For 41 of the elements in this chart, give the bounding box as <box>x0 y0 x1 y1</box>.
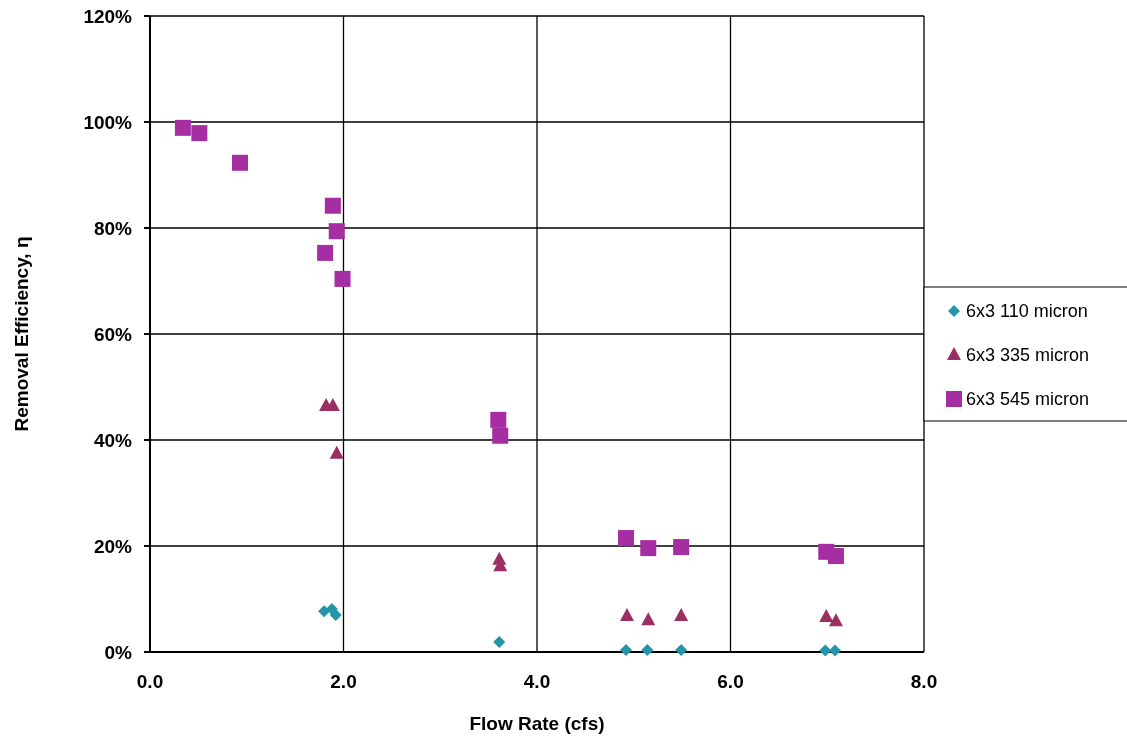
point <box>490 411 507 428</box>
y-tick-label: 0% <box>104 641 133 663</box>
y-tick-label: 100% <box>83 111 133 133</box>
y-tick-label: 80% <box>93 217 133 239</box>
x-tick-label: 6.0 <box>717 671 744 692</box>
y-tick-label: 120% <box>83 5 133 27</box>
point <box>324 197 341 214</box>
point <box>191 125 208 142</box>
point <box>619 607 634 621</box>
point <box>317 244 334 261</box>
point <box>620 643 633 656</box>
point <box>674 607 689 621</box>
x-tick-label: 0.0 <box>136 671 164 692</box>
point <box>819 644 832 657</box>
point <box>641 643 654 656</box>
point <box>640 540 657 557</box>
x-tick-label: 8.0 <box>910 671 938 692</box>
point <box>828 613 843 627</box>
x-tick-label: 4.0 <box>523 671 551 692</box>
y-axis-title: Removal Efficiency, η <box>11 236 32 432</box>
point <box>231 154 248 171</box>
y-tick-label: 40% <box>93 429 133 451</box>
legend-label: 6x3 110 micron <box>966 301 1088 322</box>
point <box>673 539 690 556</box>
point <box>329 445 344 459</box>
legend-label: 6x3 335 micron <box>966 345 1090 366</box>
point <box>618 530 635 547</box>
point <box>492 427 509 444</box>
point <box>328 223 345 240</box>
legend-label: 6x3 545 micron <box>966 389 1090 410</box>
point <box>827 548 844 565</box>
point <box>334 270 351 287</box>
x-tick-label: 2.0 <box>330 671 357 692</box>
point <box>641 612 656 626</box>
y-tick-label: 20% <box>93 535 133 557</box>
point <box>675 643 688 656</box>
point <box>493 635 506 648</box>
point <box>819 609 834 623</box>
y-tick-label: 60% <box>93 323 133 345</box>
x-axis-title: Flow Rate (cfs) <box>469 713 605 734</box>
point <box>174 119 191 136</box>
